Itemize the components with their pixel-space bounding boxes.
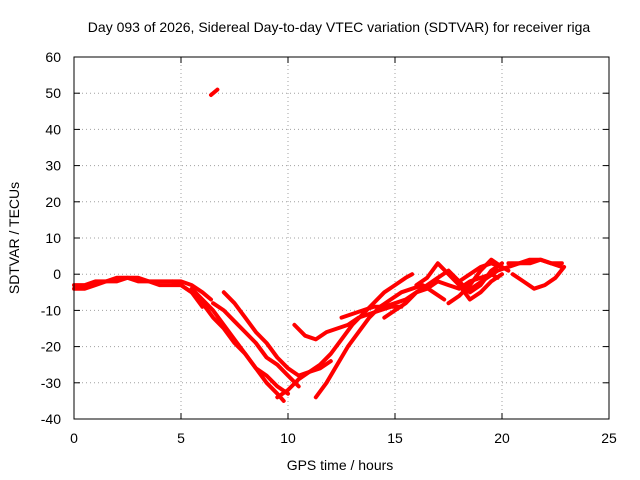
chart-title: Day 093 of 2026, Sidereal Day-to-day VTE… [88,19,591,35]
ticks: 0 5 10 15 20 25 -40 -30 -20 -10 0 10 20 30 40 50 60 [41,49,617,446]
series-track-12 [414,261,504,302]
x-tick-label: 15 [387,430,403,446]
y-tick-label: -20 [41,339,61,355]
y-tick-label: 10 [45,230,61,246]
series-track-8 [313,283,447,400]
x-tick-label: 25 [601,430,617,446]
y-tick-label: 20 [45,194,61,210]
series-track-6 [211,301,301,389]
x-tick-label: 0 [70,430,78,446]
series-outlier [209,87,220,97]
series-group [72,87,567,403]
x-tick-label: 5 [177,430,185,446]
series-track-13 [446,257,504,306]
series-track-17 [506,257,564,269]
series-track-16 [510,265,567,291]
series-track-9 [292,304,404,342]
y-tick-label: 30 [45,158,61,174]
y-tick-label: -30 [41,375,61,391]
y-tick-label: -40 [41,411,61,427]
x-axis-label: GPS time / hours [287,457,394,473]
y-tick-label: -10 [41,302,61,318]
grid [74,57,609,419]
y-tick-label: 40 [45,121,61,137]
y-tick-label: 60 [45,49,61,65]
y-axis-label: SDTVAR / TECUs [6,182,22,294]
y-tick-label: 0 [53,266,61,282]
x-tick-label: 10 [280,430,296,446]
series-track-3 [170,279,286,403]
y-tick-label: 50 [45,85,61,101]
series-track-4 [189,286,290,396]
series-track-7 [275,272,415,400]
x-tick-label: 20 [494,430,510,446]
